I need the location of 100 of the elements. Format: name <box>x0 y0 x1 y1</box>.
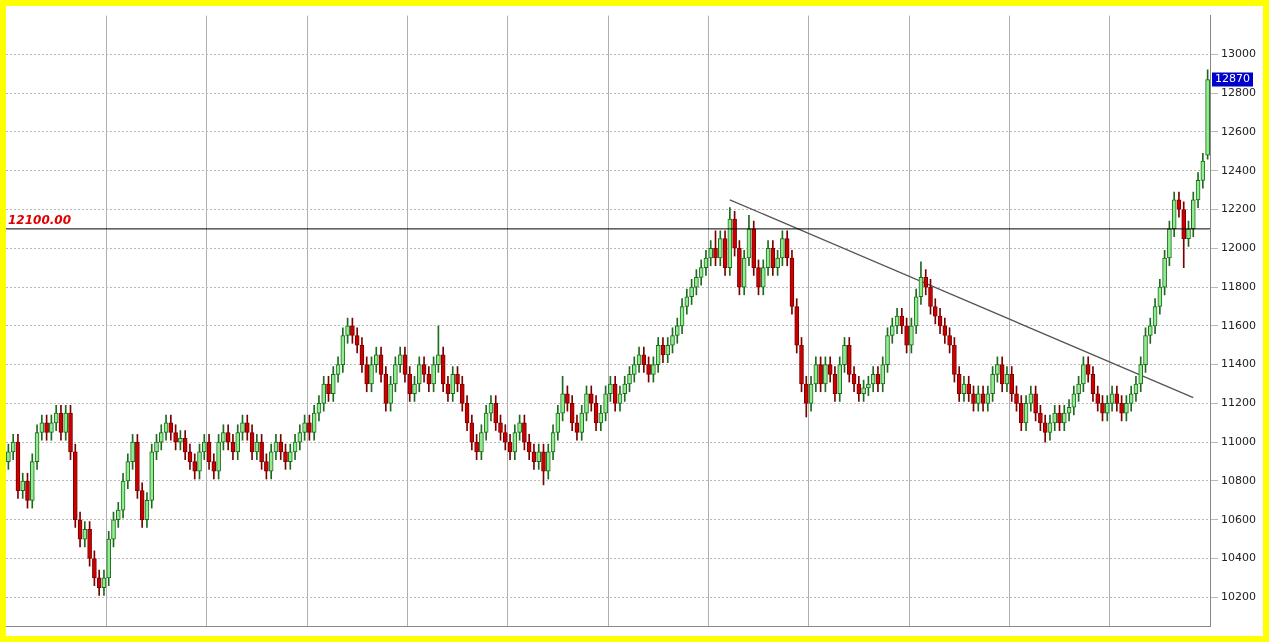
candlestick <box>259 434 264 470</box>
candlestick <box>92 550 97 587</box>
candlestick <box>111 511 116 548</box>
candlestick <box>541 443 546 486</box>
candlestick <box>1167 220 1172 267</box>
candlestick <box>971 385 976 412</box>
candlestick <box>689 278 694 305</box>
candlestick <box>302 414 307 441</box>
candlestick <box>885 327 890 373</box>
y-tick-label: 11000 <box>1221 435 1257 449</box>
candlestick <box>412 375 417 402</box>
candlestick <box>990 366 995 402</box>
candlestick <box>904 317 909 354</box>
y-tick-label: 11200 <box>1221 396 1257 410</box>
candlestick <box>947 327 952 354</box>
candlestick <box>1143 327 1148 373</box>
candlestick <box>345 317 350 344</box>
candlestick <box>1014 385 1019 412</box>
y-tick-label: 12000 <box>1221 241 1257 255</box>
candlestick <box>221 424 226 451</box>
candlestick <box>522 414 527 451</box>
candlestick <box>1119 395 1124 422</box>
candlestick <box>861 379 866 402</box>
candlestick <box>49 414 54 441</box>
candlestick <box>498 414 503 441</box>
candlestick <box>326 375 331 402</box>
y-tick-label: 12600 <box>1221 124 1257 138</box>
candlestick <box>135 434 140 499</box>
candlestick <box>388 375 393 412</box>
candlestick <box>1033 385 1038 422</box>
candlestick <box>6 443 11 470</box>
candlestick <box>775 249 780 276</box>
candlestick <box>651 356 656 383</box>
candlestick <box>780 230 785 267</box>
candlestick <box>842 337 847 373</box>
candlestick <box>732 211 737 257</box>
candlestick <box>995 356 1000 383</box>
candlestick <box>369 356 374 393</box>
candlestick <box>799 337 804 393</box>
candlestick <box>264 453 269 480</box>
candlestick <box>517 414 522 441</box>
candlestick <box>1076 375 1081 402</box>
candlestick <box>68 405 73 460</box>
candlestick <box>216 434 221 480</box>
candlestick <box>307 414 312 441</box>
candlestick <box>670 327 675 354</box>
y-tick-label: 12200 <box>1221 202 1257 216</box>
candlestick <box>44 414 49 441</box>
candlestick <box>283 443 288 470</box>
y-tick-label: 13000 <box>1221 47 1257 61</box>
candlestick <box>197 443 202 480</box>
candlestick <box>154 434 159 460</box>
candlestick <box>603 385 608 422</box>
candlestick <box>909 317 914 354</box>
candlestick <box>1081 356 1086 393</box>
candlestick <box>350 317 355 344</box>
candlestick <box>1057 405 1062 431</box>
candlestick <box>431 356 436 393</box>
y-tick-label: 12800 <box>1221 86 1257 100</box>
candlestick <box>1124 395 1129 422</box>
y-tick-label: 10600 <box>1221 512 1257 526</box>
candlestick <box>130 434 135 470</box>
candlestick <box>1205 69 1210 160</box>
candlestick <box>560 375 565 422</box>
candlestick <box>584 385 589 422</box>
candlestick <box>1186 220 1191 247</box>
candlestick <box>737 240 742 296</box>
ref-line-label: 12100.00 <box>8 213 72 228</box>
candlestick <box>393 356 398 393</box>
candlestick <box>1162 249 1167 296</box>
candlestick <box>240 414 245 441</box>
candlestick <box>952 337 957 383</box>
y-tick-label: 12400 <box>1221 163 1257 177</box>
candlestick <box>694 269 699 296</box>
y-tick-label: 11400 <box>1221 357 1257 371</box>
y-tick-label: 10400 <box>1221 551 1257 565</box>
y-tick-label: 11800 <box>1221 279 1257 293</box>
candlestick <box>1038 405 1043 431</box>
candlestick <box>646 356 651 383</box>
candlestick <box>474 434 479 460</box>
candlestick <box>173 424 178 451</box>
candlestick <box>713 230 718 267</box>
candlestick <box>436 325 441 373</box>
candlestick <box>823 356 828 393</box>
candlestick <box>479 424 484 460</box>
candlestick <box>178 430 183 451</box>
y-tick-label: 11600 <box>1221 318 1257 332</box>
candlestick <box>818 356 823 393</box>
candlestick <box>87 521 92 567</box>
candlestick <box>756 259 761 296</box>
candlestick <box>928 278 933 315</box>
candlestick <box>1100 395 1105 422</box>
candlestick <box>608 375 613 402</box>
candlestick <box>455 366 460 393</box>
y-tick-label: 10800 <box>1221 473 1257 487</box>
candlestick <box>565 385 570 412</box>
candlestick <box>25 472 30 509</box>
candlestick <box>627 366 632 393</box>
annotation: 12870 <box>1215 72 1251 86</box>
y-tick-label: 10200 <box>1221 590 1257 604</box>
